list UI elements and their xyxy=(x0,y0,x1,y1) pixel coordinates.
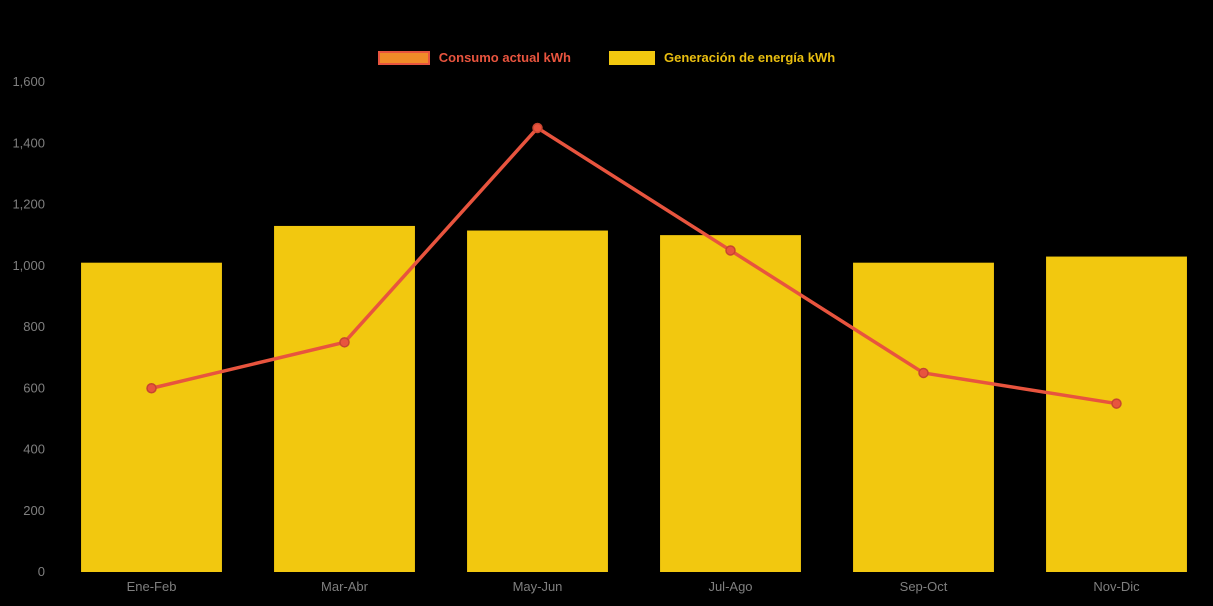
legend: Consumo actual kWh Generación de energía… xyxy=(0,50,1213,65)
bar-ene-feb[interactable] xyxy=(81,262,222,572)
y-axis-tick-label: 200 xyxy=(23,503,45,518)
consumo-swatch-icon xyxy=(377,50,430,65)
y-axis-tick-label: 1,200 xyxy=(12,197,45,212)
consumo-point-sep-oct[interactable] xyxy=(918,367,929,379)
y-axis-tick-label: 1,000 xyxy=(12,258,45,273)
y-axis-tick-label: 1,400 xyxy=(12,135,45,150)
consumo-point-ene-feb[interactable] xyxy=(146,383,157,394)
y-axis-tick-label: 800 xyxy=(23,319,45,334)
x-axis-tick-label: Nov-Dic xyxy=(1093,579,1140,594)
x-axis-tick-label: Ene-Feb xyxy=(127,579,177,594)
consumo-point-nov-dic[interactable] xyxy=(1111,398,1122,409)
x-axis-tick-label: Mar-Abr xyxy=(321,579,369,594)
bar-may-jun[interactable] xyxy=(467,230,608,572)
consumo-point-jul-ago[interactable] xyxy=(725,245,736,256)
y-axis-tick-label: 0 xyxy=(38,564,45,579)
y-axis-tick-label: 1,600 xyxy=(12,74,45,89)
generacion-swatch-icon xyxy=(608,50,655,65)
bar-sep-oct[interactable] xyxy=(853,262,994,572)
legend-label-consumo: Consumo actual kWh xyxy=(438,50,571,65)
consumo-point-mar-abr[interactable] xyxy=(339,337,350,348)
y-axis-tick-label: 600 xyxy=(23,380,45,395)
consumo-point-may-jun[interactable] xyxy=(532,122,543,134)
legend-item-consumo[interactable]: Consumo actual kWh xyxy=(377,50,571,65)
bar-mar-abr[interactable] xyxy=(274,225,415,572)
x-axis-tick-label: May-Jun xyxy=(513,579,563,594)
bar-jul-ago[interactable] xyxy=(660,235,801,572)
bar-nov-dic[interactable] xyxy=(1046,256,1187,572)
x-axis-tick-label: Jul-Ago xyxy=(708,579,752,594)
consumo-line[interactable] xyxy=(151,126,1117,406)
x-axis-tick-label: Sep-Oct xyxy=(900,579,948,594)
legend-item-generacion[interactable]: Generación de energía kWh xyxy=(608,50,836,65)
y-axis-tick-label: 400 xyxy=(23,442,45,457)
legend-label-generacion: Generación de energía kWh xyxy=(663,50,836,65)
